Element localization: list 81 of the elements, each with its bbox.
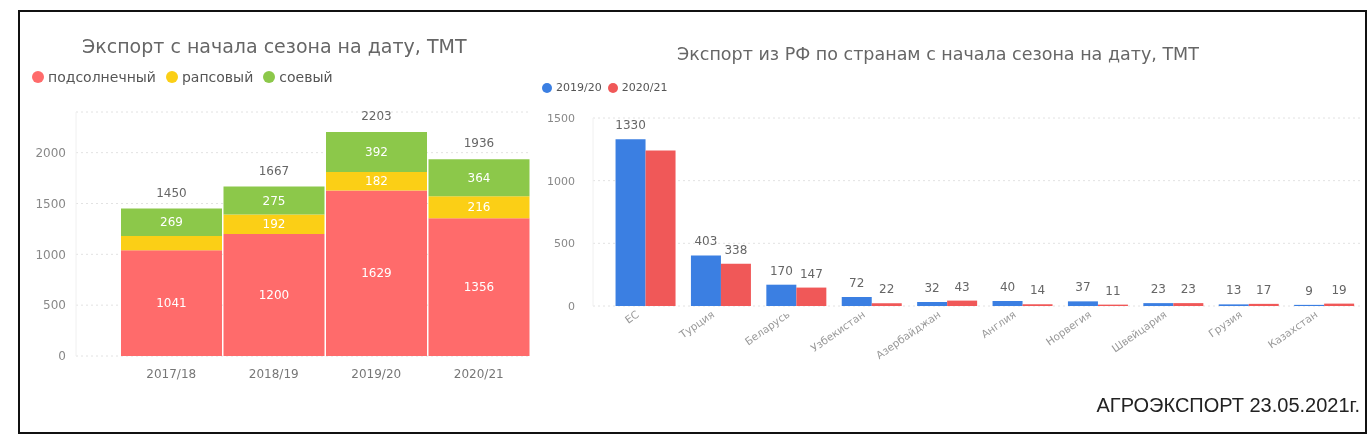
legend-label: рапсовый <box>181 69 254 85</box>
data-label: 23 <box>1150 282 1166 297</box>
bar <box>841 296 872 306</box>
x-tick-label: 2019/20 <box>351 367 402 381</box>
data-label: 269 <box>160 215 183 230</box>
data-label: 1200 <box>258 288 290 303</box>
data-label: 403 <box>694 234 718 249</box>
bar <box>121 208 222 236</box>
bar <box>947 300 978 306</box>
bar <box>223 186 325 215</box>
data-label: 170 <box>769 263 793 278</box>
bar <box>326 132 427 172</box>
data-label: 19 <box>1331 282 1347 297</box>
bar <box>326 171 427 191</box>
y-tick-label: 2000 <box>35 145 66 160</box>
legend-label: соевый <box>279 69 333 85</box>
x-tick-label: 2017/18 <box>146 367 197 381</box>
data-label: 11 <box>1105 283 1121 298</box>
bar <box>720 263 751 306</box>
y-tick-label: 500 <box>554 237 575 251</box>
data-label: 392 <box>365 145 388 160</box>
data-label: 147 <box>799 266 823 281</box>
total-label: 1936 <box>463 136 495 151</box>
legend-label: подсолнечный <box>48 69 156 85</box>
bar <box>1173 303 1204 306</box>
chart-title: Экспорт с начала сезона на дату, ТМТ <box>82 35 467 57</box>
data-label: 364 <box>467 170 491 185</box>
bar <box>766 284 797 306</box>
x-tick-label: 2018/19 <box>248 367 299 381</box>
bar <box>690 255 721 306</box>
bar <box>428 196 530 219</box>
y-tick-label: 500 <box>43 298 66 313</box>
bar <box>992 300 1023 306</box>
bar <box>645 150 676 306</box>
data-label: 13 <box>1226 283 1242 298</box>
data-label: 40 <box>999 279 1016 294</box>
x-tick-label: 2020/21 <box>453 367 504 381</box>
data-label: 23 <box>1180 282 1196 297</box>
bar <box>1248 303 1279 306</box>
legend-label: 2019/20 <box>556 81 602 94</box>
total-label: 2203 <box>361 109 392 124</box>
bar <box>615 139 646 306</box>
data-label: 17 <box>1256 282 1272 297</box>
bar <box>871 303 902 306</box>
bar <box>1143 303 1174 306</box>
y-tick-label: 1500 <box>35 196 66 211</box>
y-tick-label: 0 <box>568 299 575 313</box>
data-label: 338 <box>724 242 748 257</box>
data-label: 9 <box>1305 283 1313 298</box>
data-label: 1330 <box>615 118 646 133</box>
bar <box>1067 301 1098 306</box>
bar <box>428 218 530 356</box>
data-label: 216 <box>467 200 491 215</box>
y-tick-label: 1500 <box>547 111 575 125</box>
data-label: 1629 <box>361 266 392 281</box>
total-label: 1667 <box>258 163 290 178</box>
data-label: 32 <box>924 280 940 295</box>
y-tick-label: 1000 <box>547 174 575 188</box>
data-label: 275 <box>262 193 286 208</box>
text: АГРОЭКСПОРТ 23.05.2021г. <box>1096 394 1360 417</box>
data-label: 192 <box>262 217 286 232</box>
legend-label: 2020/21 <box>621 81 668 94</box>
bar <box>223 214 325 234</box>
data-label: 22 <box>879 282 895 297</box>
bar <box>121 250 222 356</box>
data-label: 14 <box>1029 283 1046 298</box>
data-label: 1356 <box>463 280 495 295</box>
data-label: 1041 <box>156 296 187 311</box>
x-tick-label: ЕС <box>622 307 641 326</box>
bar <box>796 287 827 306</box>
data-label: 182 <box>365 174 388 189</box>
y-tick-label: 1000 <box>35 247 66 262</box>
y-tick-label: 0 <box>58 349 66 364</box>
data-label: 43 <box>954 279 970 294</box>
data-label: 72 <box>849 275 865 290</box>
chart-title: Экспорт из РФ по странам с начала сезона на дату, ТМТ <box>677 44 1199 64</box>
bar <box>917 301 948 306</box>
bar <box>428 159 530 197</box>
data-label: 37 <box>1075 280 1091 295</box>
bar <box>121 235 222 251</box>
total-label: 1450 <box>156 185 187 200</box>
